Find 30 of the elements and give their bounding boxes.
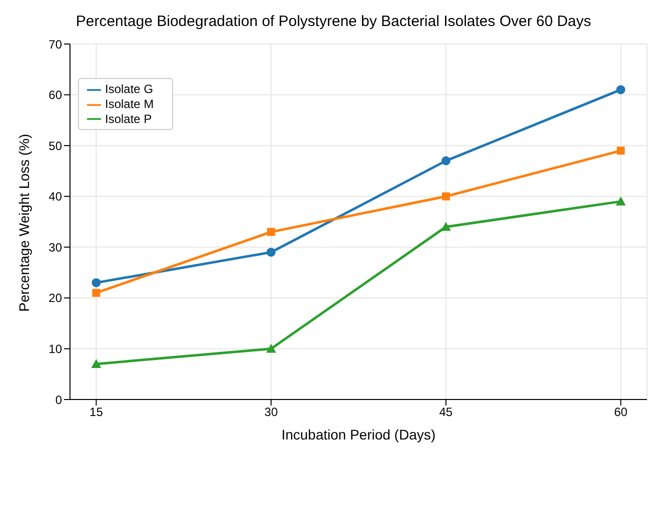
y-tick-label: 30 — [48, 240, 62, 254]
y-tick-label: 60 — [48, 88, 62, 102]
point — [91, 358, 102, 368]
y-tick-label: 50 — [48, 138, 62, 153]
chart-title: Percentage Biodegradation of Polystyrene by Bacterial Isolates Over 60 Days — [74, 12, 592, 32]
point — [92, 278, 101, 288]
y-tick-label: 20 — [48, 291, 62, 306]
point — [266, 248, 276, 257]
point — [266, 344, 276, 353]
point — [616, 146, 625, 155]
point — [92, 288, 100, 297]
x-tick-label: 60 — [614, 405, 628, 420]
point — [441, 156, 450, 166]
x-tick-label: 15 — [90, 405, 104, 420]
y-axis-title: Percentage Weight Loss (%) — [16, 134, 32, 312]
legend-label: Isolate G — [105, 82, 154, 96]
x-axis-title: Incubation Period (Days) — [281, 426, 436, 443]
point — [616, 85, 626, 94]
legend-label: Isolate M — [105, 96, 154, 111]
point — [267, 228, 276, 236]
y-tick-label: 40 — [48, 190, 62, 204]
point — [442, 192, 450, 200]
y-tick-label: 70 — [48, 37, 62, 52]
x-tick-label: 45 — [439, 405, 453, 420]
legend-label: Isolate P — [105, 112, 152, 126]
point — [616, 196, 626, 206]
y-tick-label: 0 — [55, 392, 62, 407]
x-tick-label: 30 — [264, 405, 278, 420]
y-tick-label: 10 — [48, 342, 62, 356]
point — [440, 222, 451, 231]
